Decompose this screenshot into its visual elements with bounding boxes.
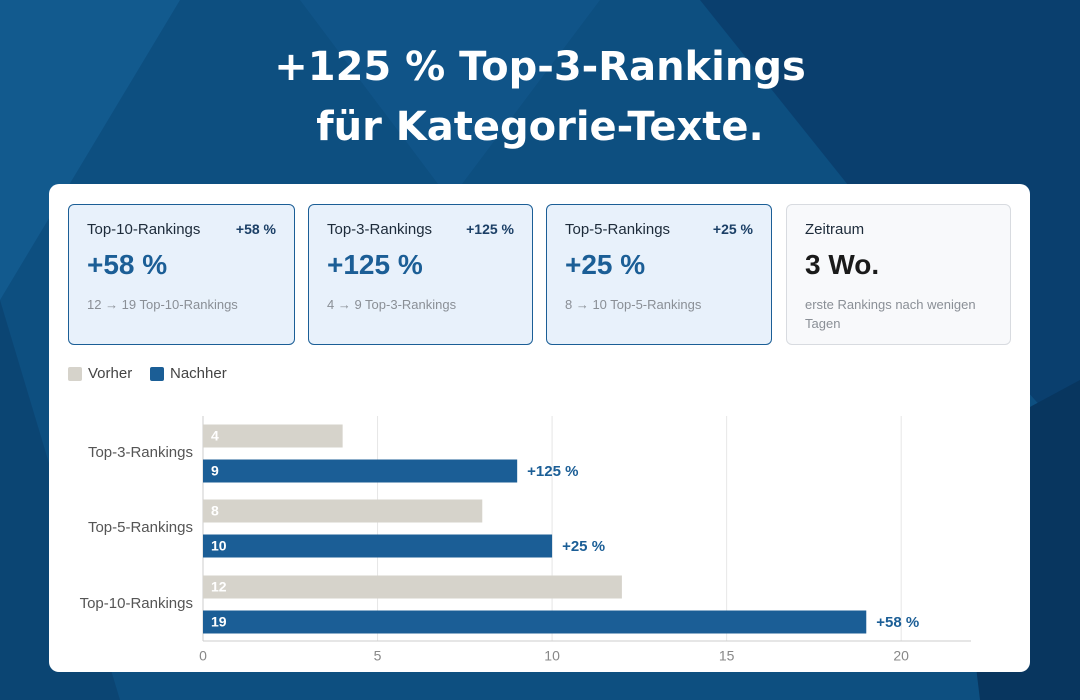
legend-label: Nachher bbox=[170, 365, 227, 382]
card-value: +58 % bbox=[87, 249, 168, 280]
card-detail: 8 → 10 Top-5-Rankings bbox=[565, 297, 702, 312]
bg-shape bbox=[0, 0, 180, 300]
bg-shape bbox=[300, 0, 600, 200]
bar-label: 4 bbox=[211, 428, 219, 444]
y-tick-label: Top-5-Rankings bbox=[88, 519, 193, 536]
card-label: Top-5-Rankings bbox=[565, 221, 671, 238]
card-value: +25 % bbox=[565, 249, 646, 280]
bar-label: 12 bbox=[211, 579, 227, 595]
card-badge: +58 % bbox=[235, 221, 276, 237]
card-value: 3 Wo. bbox=[805, 249, 880, 280]
bar bbox=[203, 459, 518, 483]
y-tick-label: Top-3-Rankings bbox=[88, 444, 193, 461]
bar-label: 19 bbox=[211, 614, 227, 630]
kpi-card: Top-3-Rankings +125 % +125 % 4 → 9 Top-3-Ra… bbox=[308, 204, 533, 345]
bar-label: 9 bbox=[211, 463, 219, 479]
bar bbox=[203, 610, 867, 634]
card-label: Top-3-Rankings bbox=[327, 221, 433, 238]
x-tick-label: 10 bbox=[544, 648, 560, 664]
y-tick-label: Top-10-Rankings bbox=[80, 595, 193, 612]
x-tick-label: 5 bbox=[374, 648, 382, 664]
card-label: Top-10-Rankings bbox=[87, 221, 201, 238]
card-detail: 4 → 9 Top-3-Rankings bbox=[327, 297, 457, 312]
card-badge: +125 % bbox=[466, 221, 514, 237]
legend-swatch bbox=[150, 367, 164, 381]
card-label: Zeitraum bbox=[805, 221, 865, 238]
title-line: +125 % Top-3-Rankings bbox=[274, 44, 806, 90]
bar-annotation: +25 % bbox=[562, 538, 605, 555]
bar-label: 10 bbox=[211, 538, 227, 554]
title-line: für Kategorie-Texte. bbox=[316, 104, 764, 150]
card-detail: erste Rankings nach wenigen Tagen bbox=[805, 297, 976, 331]
x-tick-label: 20 bbox=[893, 648, 909, 664]
legend-label: Vorher bbox=[88, 365, 132, 382]
kpi-card: Top-10-Rankings +58 % +58 % 12 → 19 Top-10-… bbox=[68, 204, 295, 345]
bar bbox=[203, 424, 343, 448]
card-badge: +25 % bbox=[712, 221, 753, 237]
card-detail: 12 → 19 Top-10-Rankings bbox=[87, 297, 238, 312]
bar bbox=[203, 534, 553, 558]
x-tick-label: 0 bbox=[199, 648, 207, 664]
kpi-card: Top-5-Rankings +25 % +25 % 8 → 10 Top-5-Ran… bbox=[546, 204, 772, 345]
bar-label: 8 bbox=[211, 503, 219, 519]
bar-annotation: +125 % bbox=[527, 463, 578, 480]
card-value: +125 % bbox=[327, 249, 423, 280]
bar bbox=[203, 499, 483, 523]
kpi-card: Zeitraum 3 Wo. erste Rankings nach wenigen… bbox=[786, 204, 1011, 345]
bar bbox=[203, 575, 622, 599]
bar-annotation: +58 % bbox=[876, 614, 919, 631]
legend-swatch bbox=[68, 367, 82, 381]
x-tick-label: 15 bbox=[719, 648, 735, 664]
